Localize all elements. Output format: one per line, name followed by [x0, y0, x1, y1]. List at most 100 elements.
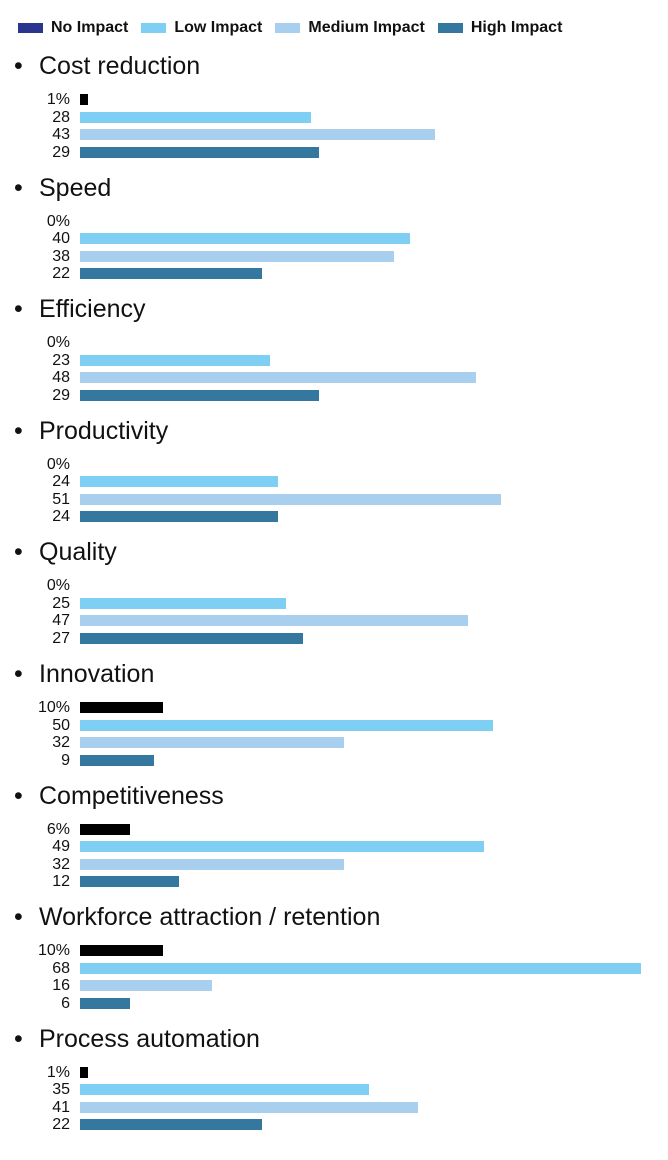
category-label: Innovation [39, 660, 155, 688]
bar-row: 6% [0, 820, 668, 839]
data-label: 29 [52, 386, 70, 404]
data-label: 32 [52, 855, 70, 873]
data-label: 28 [52, 108, 70, 126]
bar-row: 51 [0, 491, 668, 509]
data-label: 0% [46, 455, 70, 473]
bar-row: 29 [0, 144, 668, 162]
bar-medium-impact [80, 615, 468, 627]
category-group: • Workforce attraction / retention 10% 68 16… [0, 903, 668, 1038]
category-title: • Cost reduction [14, 52, 200, 81]
category-label: Speed [39, 173, 112, 202]
bar-row: 10% [0, 699, 668, 717]
category-title: • Innovation [14, 660, 154, 689]
bar-medium-impact [80, 1101, 419, 1113]
bullet-icon: • [14, 781, 23, 810]
bar-row: 12 [0, 873, 668, 891]
legend-label: High Impact [470, 19, 563, 36]
data-label: 10% [37, 699, 70, 716]
bar-row: 29 [0, 386, 668, 405]
data-label: 35 [52, 1081, 70, 1099]
bar-row: 41 [0, 1099, 668, 1117]
data-label: 47 [52, 612, 70, 630]
bar-low-impact [80, 597, 287, 609]
data-label: 40 [52, 230, 70, 248]
bar-no-impact [80, 945, 163, 957]
bar-row: 25 [0, 594, 668, 613]
bar-medium-impact [80, 372, 476, 384]
bar-high-impact [80, 876, 179, 888]
bar-row: 24 [0, 508, 668, 526]
category-title: • Productivity [14, 417, 168, 446]
data-label: 12 [52, 873, 70, 891]
legend-label: Low Impact [174, 19, 263, 36]
data-label: 32 [52, 734, 70, 751]
bar-row: 0% [0, 455, 668, 474]
legend-item: Low Impact [141, 19, 262, 37]
category-title: • Workforce attraction / retention [14, 903, 380, 932]
category-label: Workforce attraction / retention [39, 903, 381, 932]
bar-row: 32 [0, 734, 668, 752]
bar-row: 38 [0, 247, 668, 266]
bar-row: 23 [0, 351, 668, 370]
data-label: 27 [52, 629, 70, 647]
data-label: 24 [52, 508, 70, 526]
category-group: • Speed 0% 40 38 22 [0, 174, 668, 309]
bar-row: 48 [0, 369, 668, 387]
data-label: 38 [52, 247, 70, 265]
data-label: 10% [37, 942, 70, 960]
data-label: 48 [52, 369, 70, 387]
bullet-icon: • [14, 416, 23, 445]
data-label: 50 [52, 716, 70, 734]
bar-high-impact [80, 997, 130, 1009]
legend-item: High Impact [437, 19, 563, 37]
bar-row: 50 [0, 716, 668, 735]
bar-row: 1% [0, 1063, 668, 1082]
data-label: 49 [52, 838, 70, 856]
legend-swatch [437, 23, 463, 33]
data-label: 1% [46, 1063, 70, 1081]
bar-row: 9 [0, 751, 668, 770]
bar-medium-impact [80, 493, 501, 505]
bar-row: 0% [0, 577, 668, 595]
bar-no-impact [80, 702, 163, 713]
bar-row: 0% [0, 334, 668, 352]
data-label: 6% [46, 820, 70, 838]
bar-row: 40 [0, 230, 668, 248]
bar-medium-impact [80, 250, 394, 262]
data-label: 6 [61, 994, 70, 1012]
bullet-icon: • [14, 660, 23, 688]
data-label: 0% [46, 212, 70, 230]
legend-swatch [18, 23, 43, 33]
data-label: 9 [61, 751, 70, 769]
data-label: 25 [52, 594, 70, 612]
bar-row: 24 [0, 473, 668, 491]
bullet-icon: • [14, 52, 23, 80]
bar-low-impact [80, 476, 278, 488]
bar-low-impact [80, 111, 311, 123]
bar-medium-impact [80, 129, 435, 140]
bar-row: 10% [0, 942, 668, 960]
legend-item: No Impact [18, 19, 128, 37]
bullet-icon: • [14, 1024, 23, 1053]
data-label: 43 [52, 126, 70, 143]
bar-high-impact [80, 511, 278, 523]
category-group: • Productivity 0% 24 51 24 [0, 417, 668, 552]
bullet-icon: • [14, 538, 23, 567]
category-label: Efficiency [39, 295, 146, 324]
bar-row: 22 [0, 1116, 668, 1134]
category-group: • Process automation 1% 35 41 22 [0, 1025, 668, 1160]
data-label: 24 [52, 473, 70, 491]
legend-swatch [141, 23, 167, 33]
data-label: 23 [52, 351, 70, 369]
bar-row: 43 [0, 126, 668, 144]
bar-low-impact [80, 233, 410, 245]
bar-row: 49 [0, 838, 668, 856]
bar-row: 22 [0, 265, 668, 283]
category-title: • Process automation [14, 1025, 260, 1054]
category-group: • Cost reduction 1% 28 43 29 [0, 52, 668, 187]
bar-no-impact [80, 1066, 89, 1078]
bar-row: 28 [0, 108, 668, 127]
category-group: • Innovation 10% 50 32 9 [0, 660, 668, 795]
bar-row: 1% [0, 91, 668, 109]
bar-row: 16 [0, 977, 668, 995]
